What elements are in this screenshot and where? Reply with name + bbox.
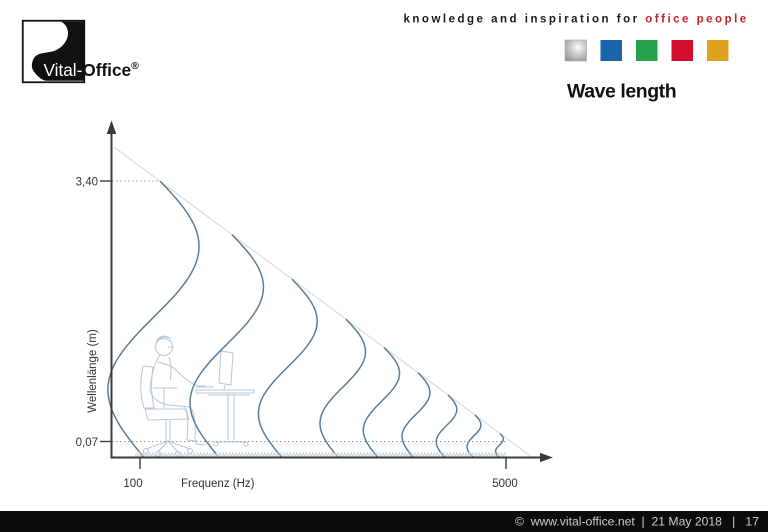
svg-text:3,40: 3,40 <box>76 177 98 189</box>
svg-text:5000: 5000 <box>492 478 518 490</box>
svg-text:Frequenz (Hz): Frequenz (Hz) <box>181 478 255 490</box>
svg-text:0,07: 0,07 <box>76 437 98 449</box>
svg-text:© www.vital-office.net | 21: © www.vital-office.net | 21 May 2018 | 1… <box>515 515 759 529</box>
svg-text:100: 100 <box>123 478 142 490</box>
svg-text:knowledge and inspiration for: knowledge and inspiration for office peo… <box>404 14 749 26</box>
svg-text:Vital-Office®: Vital-Office® <box>44 60 140 80</box>
svg-text:Wave length: Wave length <box>567 81 676 103</box>
svg-text:Wellenlänge (m): Wellenlänge (m) <box>87 329 99 413</box>
